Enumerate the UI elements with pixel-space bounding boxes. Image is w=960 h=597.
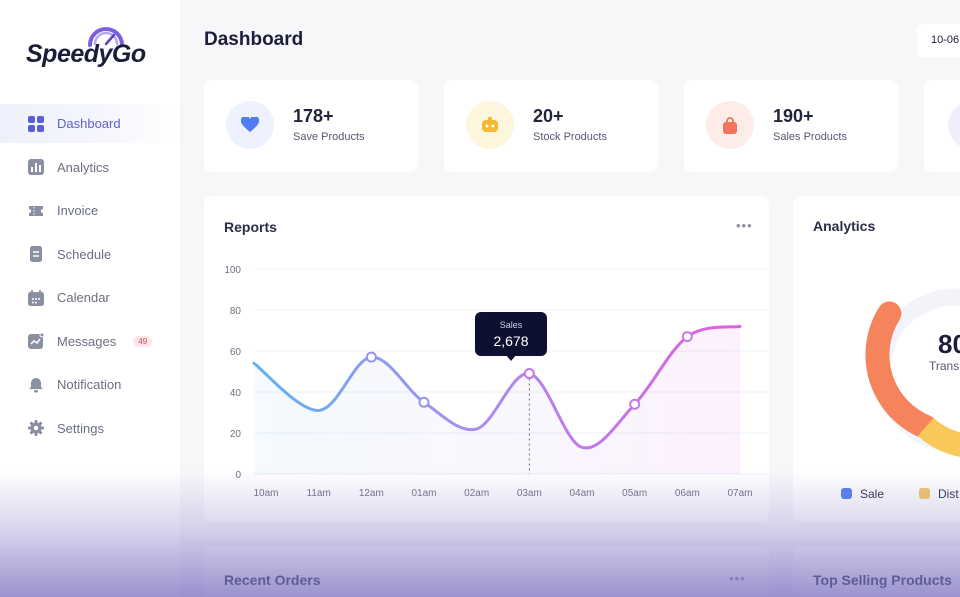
analytics-donut-chart — [865, 288, 960, 457]
sidebar-item-schedule[interactable]: Schedule — [0, 235, 180, 274]
sidebar-item-label: Schedule — [57, 246, 112, 262]
data-point-marker[interactable] — [523, 368, 535, 380]
data-point-marker[interactable] — [629, 398, 641, 410]
donut-segment-yellow — [917, 417, 960, 457]
stat-card-sales-products: 190+ Sales Products — [684, 80, 898, 172]
series-area-sales — [254, 326, 740, 474]
sidebar-nav: Dashboard Analytics Invoice Schedule — [0, 104, 180, 452]
grid-icon — [28, 115, 44, 132]
sidebar: SpeedyGo Dashboard Analytics Invoice — [0, 0, 180, 597]
bag-icon — [723, 116, 737, 134]
bell-icon — [29, 377, 43, 392]
game-icon — [482, 117, 498, 132]
analytics-center-label: Trans — [929, 359, 960, 373]
stat-value: 20+ — [533, 106, 564, 126]
sidebar-item-label: Notification — [57, 377, 122, 392]
stat-value: 190+ — [773, 106, 814, 126]
sidebar-item-label: Calendar — [57, 290, 110, 305]
more-options-icon[interactable]: ••• — [736, 218, 753, 233]
y-tick-label: 60 — [230, 347, 242, 358]
data-point-marker[interactable] — [418, 396, 430, 408]
legend-label-dist: Dist — [938, 487, 959, 501]
sidebar-item-messages[interactable]: Messages 49 — [0, 322, 180, 361]
top-selling-card: Top Selling Products — [793, 546, 960, 597]
sidebar-item-invoice[interactable]: Invoice — [0, 191, 180, 230]
tooltip-pointer — [506, 355, 516, 361]
bar-chart-icon — [28, 159, 44, 175]
sidebar-item-label: Messages — [57, 333, 117, 349]
sidebar-item-label: Dashboard — [57, 116, 121, 131]
legend-swatch-sale — [841, 488, 852, 499]
document-icon — [30, 246, 42, 262]
y-tick-label: 80 — [230, 306, 242, 317]
stat-label: Save Products — [293, 131, 365, 143]
tooltip-value: 2,678 — [493, 333, 529, 349]
reports-card: Reports ••• 100 80 60 40 20 0 10am 11am 12am 01a… — [204, 196, 769, 522]
stat-label: Stock Products — [533, 131, 607, 143]
more-options-icon[interactable]: ••• — [729, 571, 746, 586]
x-tick-label: 01am — [411, 488, 436, 499]
y-tick-label: 100 — [224, 265, 241, 276]
gear-icon — [28, 420, 44, 436]
sidebar-item-label: Settings — [57, 420, 104, 436]
sidebar-item-calendar[interactable]: Calendar — [0, 278, 180, 317]
y-tick-label: 40 — [230, 388, 242, 399]
x-tick-label: 11am — [307, 488, 331, 499]
sidebar-item-notification[interactable]: Notification — [0, 365, 180, 404]
speedometer-icon — [88, 27, 124, 47]
logo-text: SpeedyGo — [26, 40, 146, 68]
recent-orders-title: Recent Orders — [224, 572, 321, 588]
x-tick-label: 07am — [727, 488, 752, 499]
sidebar-item-dashboard[interactable]: Dashboard — [0, 104, 180, 143]
stat-label: Sales Products — [773, 131, 847, 143]
sidebar-item-label: Invoice — [57, 203, 99, 218]
stat-icon-circle — [948, 101, 960, 149]
x-tick-label: 10am — [253, 488, 278, 499]
stat-icon-circle — [226, 101, 274, 149]
series-line-sales — [252, 324, 742, 450]
legend-label-sale: Sale — [860, 487, 885, 501]
stat-card-save-products: 178+ Save Products — [204, 80, 418, 172]
x-tick-label: 06am — [675, 488, 700, 499]
date-picker[interactable]: 10-06 — [917, 24, 960, 57]
y-tick-label: 0 — [235, 470, 241, 481]
sidebar-item-label: Analytics — [57, 159, 110, 175]
tooltip-label: Sales — [499, 320, 523, 330]
sidebar-item-analytics[interactable]: Analytics — [0, 148, 180, 187]
legend-swatch-dist — [919, 488, 930, 499]
ticket-icon — [29, 205, 43, 216]
top-selling-title: Top Selling Products — [813, 572, 952, 588]
stat-icon-circle — [706, 101, 754, 149]
date-value: 10-06 — [931, 34, 960, 46]
messages-count-badge: 49 — [133, 335, 153, 347]
sidebar-item-settings[interactable]: Settings — [0, 409, 180, 448]
stat-value: 178+ — [293, 106, 334, 126]
x-tick-label: 12am — [359, 488, 384, 499]
data-point-marker[interactable] — [365, 351, 377, 363]
heart-icon — [241, 117, 259, 132]
calendar-icon — [28, 289, 44, 306]
chart-tooltip: Sales 2,678 — [475, 312, 547, 361]
stat-card-stock-products: 20+ Stock Products — [444, 80, 658, 172]
analytics-title: Analytics — [813, 218, 876, 234]
stat-card-partial — [924, 80, 960, 172]
donut-segment-orange — [865, 301, 938, 439]
analytics-card: Analytics 80 Trans Sale Dist — [793, 196, 960, 522]
analytics-center-value: 80 — [938, 329, 960, 359]
x-tick-label: 02am — [464, 488, 489, 499]
reports-chart: 100 80 60 40 20 0 10am 11am 12am 01am 02am 03am 04a… — [224, 265, 768, 499]
x-tick-label: 05am — [622, 488, 647, 499]
recent-orders-card: Recent Orders ••• — [204, 546, 769, 597]
page-title: Dashboard — [204, 29, 304, 50]
messages-icon — [28, 333, 44, 349]
reports-title: Reports — [224, 219, 277, 235]
x-tick-label: 03am — [517, 488, 542, 499]
y-tick-label: 20 — [230, 429, 242, 440]
x-tick-label: 04am — [569, 488, 594, 499]
data-point-marker[interactable] — [681, 331, 693, 343]
stat-icon-circle — [466, 101, 514, 149]
